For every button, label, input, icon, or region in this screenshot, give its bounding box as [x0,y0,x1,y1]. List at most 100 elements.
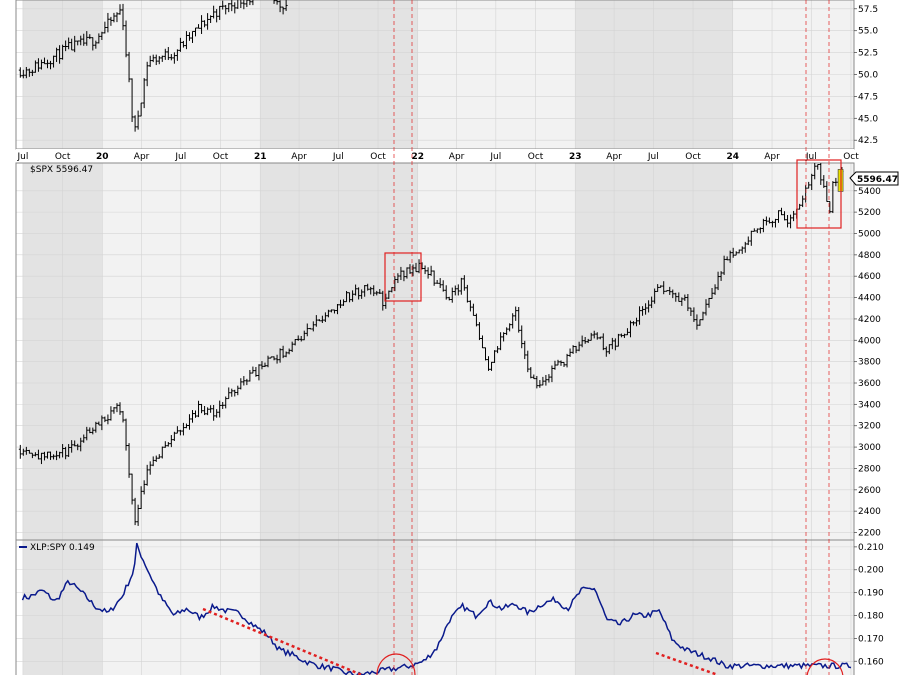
ohlc-bar [55,450,59,461]
ohlc-bar [278,348,282,363]
ohlc-bar [94,421,98,433]
ohlc-bar [163,441,167,448]
ohlc-bar [405,267,409,279]
ohlc-bar [154,455,158,462]
ohlc-bar [798,203,802,210]
ohlc-bar [559,360,563,366]
y-tick-label: 5200 [858,208,881,218]
ohlc-bar [686,294,690,312]
ohlc-bar [568,348,572,357]
ohlc-bar [127,51,131,83]
ohlc-bar [293,339,297,346]
x-tick-label: Apr [449,152,465,162]
ohlc-bar [638,306,642,325]
ohlc-bar [245,378,249,386]
ohlc-bar [659,285,663,288]
x-tick-label: Apr [606,152,622,162]
ohlc-bar [148,461,152,475]
ohlc-bar [242,376,246,386]
ohlc-bar [190,410,194,423]
x-tick-label: Jul [16,152,28,162]
ohlc-bar [118,4,122,15]
ohlc-bar [622,333,626,338]
ohlc-bar [447,296,451,301]
ohlc-bar [483,347,487,361]
ohlc-bar [257,364,261,381]
ohlc-bar [323,312,327,322]
ohlc-bar [166,47,170,61]
ohlc-bar [786,215,790,228]
ohlc-bar [432,270,436,286]
ohlc-bar [583,336,587,344]
x-tick-label: Oct [213,152,229,162]
ohlc-bar [680,297,684,306]
ohlc-bar [115,403,119,413]
ohlc-bar [426,267,430,279]
ohlc-bar [218,5,222,20]
ohlc-bar [499,332,503,351]
ohlc-bar [480,335,484,349]
ohlc-bar [106,414,110,425]
ohlc-bar [767,217,771,224]
ohlc-bar [822,175,826,188]
ohlc-bar [103,21,107,34]
ohlc-bar [30,452,34,459]
ohlc-bar [109,16,113,26]
ohlc-bar [801,195,805,208]
ohlc-bar [49,60,53,70]
ohlc-bar [743,241,747,253]
ohlc-bar [707,297,711,308]
ohlc-bar [342,299,346,306]
ohlc-bar [387,290,391,299]
ohlc-bar [538,380,542,388]
ohlc-bar [348,292,352,303]
ohlc-bar [565,353,569,368]
y-tick-label: 5000 [858,229,881,239]
ohlc-bar [61,44,65,60]
ohlc-bar [604,346,608,357]
y-tick-label: 3400 [858,400,881,410]
ohlc-bar [807,181,811,189]
ohlc-bar [468,300,472,312]
ohlc-bar [635,317,639,327]
ohlc-bar [761,218,765,233]
ohlc-bar [734,251,738,256]
ohlc-bar [547,374,551,383]
xlp-spy-line [21,542,852,675]
ohlc-bar [456,284,460,296]
ohlc-bar [227,387,231,400]
ohlc-bar [541,376,545,386]
ohlc-bar [810,173,814,190]
ohlc-bar [505,327,509,336]
ohlc-bar [375,290,379,296]
ohlc-bar [61,444,65,458]
ohlc-bar [239,378,243,390]
ohlc-bar [273,0,276,4]
ohlc-bar [33,452,37,457]
y-tick-label: 2200 [858,529,881,539]
ohlc-bar [227,2,231,13]
ohlc-bar [91,37,95,51]
ohlc-bar [106,12,110,33]
ohlc-bar [260,361,264,370]
x-tick-label: 20 [96,152,109,162]
ohlc-bar [780,207,784,216]
ohlc-bar [532,374,536,380]
y-tick-label: 47.5 [858,92,878,102]
ohlc-bar [574,345,578,354]
ohlc-bar [453,285,457,296]
ohlc-bar [308,327,312,330]
ohlc-bar [668,286,672,295]
ohlc-bar [523,340,527,360]
ohlc-bar [423,265,427,275]
ohlc-bar [52,55,56,68]
ohlc-bar [151,54,155,63]
ohlc-bar [716,271,720,291]
trendline-2 [655,651,719,675]
ohlc-bar [683,294,687,301]
ohlc-bar [245,0,249,8]
ohlc-bar [76,40,80,46]
ohlc-bar [764,216,768,226]
ohlc-bar [496,346,500,354]
ohlc-bar [544,374,548,386]
